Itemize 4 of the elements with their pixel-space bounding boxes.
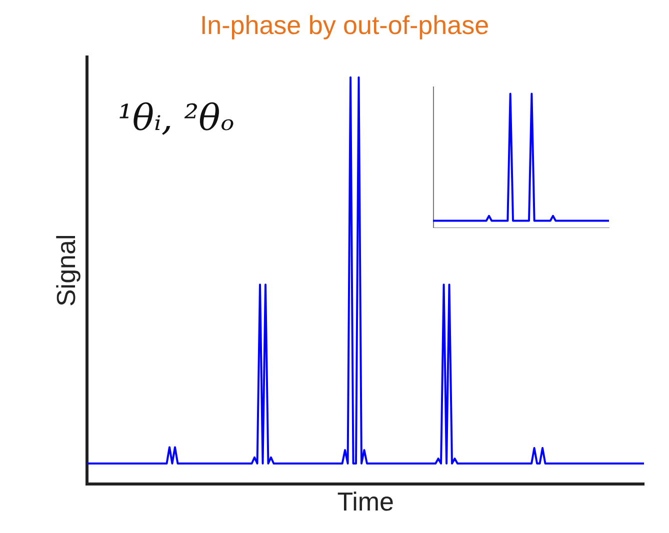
chart-title: In-phase by out-of-phase (198, 10, 490, 41)
annotation: ¹θᵢ, ²θₒ (118, 98, 234, 139)
x-axis-title: Time (337, 486, 394, 517)
y-axis-title: Signal (50, 234, 81, 307)
